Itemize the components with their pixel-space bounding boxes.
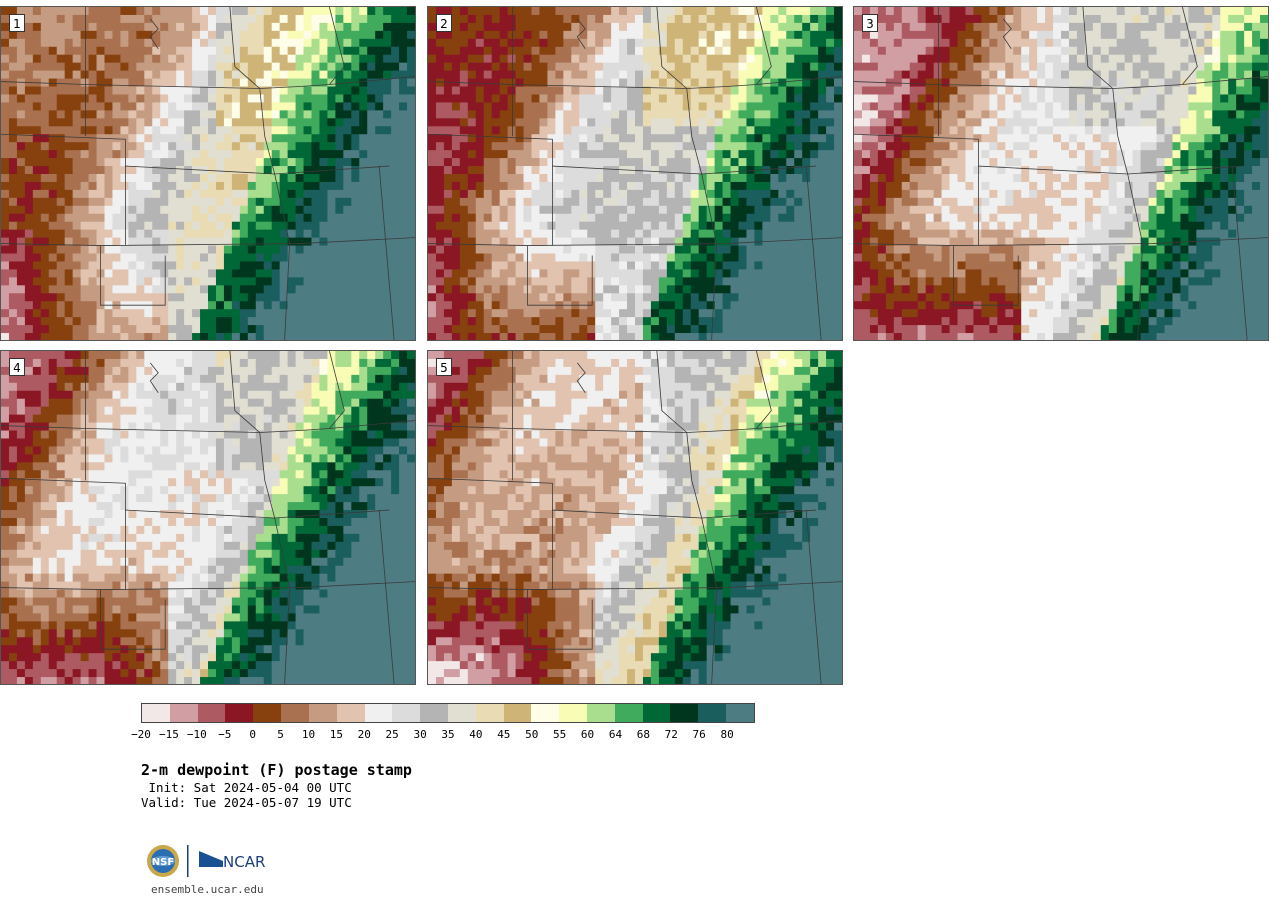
colorbar-tick-labels: −20 −15 −10 −5 0 5 10 15 20 25 30 35 40 45 50 55 60 64 68 7… — [131, 728, 761, 742]
panel-member-label: 2 — [436, 14, 452, 32]
colorbar-swatch — [169, 704, 198, 722]
colorbar-tick-label: 0 — [249, 728, 256, 741]
colorbar-tick-label: 50 — [525, 728, 539, 741]
colorbar-tick-label: 60 — [580, 728, 595, 741]
colorbar-tick-label: 68 — [636, 728, 650, 741]
dewpoint-map — [428, 7, 842, 340]
colorbar-swatch — [614, 704, 643, 722]
postage-stamp-panel: 2 — [427, 6, 843, 341]
colorbar-tick-label: 76 — [692, 728, 706, 741]
valid-time: Valid: Tue 2024-05-07 19 UTC — [141, 795, 352, 810]
colorbar-swatch — [698, 704, 727, 722]
colorbar-tick-label: 55 — [553, 728, 567, 741]
colorbar-swatch — [420, 704, 448, 722]
postage-stamp-panel: 5 — [427, 350, 843, 685]
postage-stamp-panel: 1 — [0, 6, 416, 341]
dewpoint-map — [1, 7, 415, 340]
panel-member-label: 3 — [862, 14, 878, 32]
colorbar-swatch — [447, 704, 476, 722]
colorbar-tick-label: 72 — [664, 728, 678, 741]
nsf-logo-text: NSF — [152, 857, 174, 868]
colorbar-swatch — [503, 704, 532, 722]
colorbar-tick-label: 64 — [608, 728, 623, 741]
colorbar-swatch — [475, 704, 504, 722]
dewpoint-colorbar — [141, 703, 755, 723]
init-time: Init: Sat 2024-05-04 00 UTC — [141, 780, 352, 795]
colorbar-swatch — [197, 704, 226, 722]
ncar-mark-icon — [199, 851, 223, 867]
colorbar-tick-label: 15 — [329, 728, 343, 741]
colorbar-swatch — [364, 704, 393, 722]
dewpoint-map — [428, 351, 842, 684]
colorbar-tick-label: −20 — [131, 728, 151, 741]
colorbar-swatch — [559, 704, 587, 722]
colorbar-swatch — [726, 704, 754, 722]
colorbar-tick-label: 10 — [301, 728, 316, 741]
dewpoint-map — [854, 7, 1268, 340]
colorbar-swatch — [281, 704, 309, 722]
colorbar-swatch — [587, 704, 615, 722]
colorbar-tick-label: −10 — [186, 728, 207, 741]
panel-member-label: 1 — [9, 14, 25, 32]
colorbar-swatch — [392, 704, 421, 722]
site-url: ensemble.ucar.edu — [151, 883, 264, 896]
colorbar-tick-label: 20 — [357, 728, 371, 741]
colorbar-tick-label: −15 — [158, 728, 179, 741]
colorbar-tick-label: 30 — [413, 728, 427, 741]
nsf-ncar-logo: NSF NCAR — [145, 843, 285, 879]
panel-member-label: 4 — [9, 358, 25, 376]
colorbar-swatch — [308, 704, 337, 722]
ncar-logo-text: NCAR — [223, 853, 265, 871]
colorbar-swatch — [531, 704, 560, 722]
colorbar-swatch — [642, 704, 671, 722]
colorbar-swatch — [225, 704, 254, 722]
panel-member-label: 5 — [436, 358, 452, 376]
colorbar-tick-label: 25 — [385, 728, 399, 741]
colorbar-tick-label: 80 — [720, 728, 734, 741]
colorbar-tick-label: 5 — [277, 728, 284, 741]
colorbar-tick-label: 40 — [469, 728, 483, 741]
colorbar-swatch — [336, 704, 365, 722]
colorbar-tick-label: 35 — [441, 728, 455, 741]
colorbar-swatch — [670, 704, 699, 722]
colorbar-swatch — [253, 704, 282, 722]
postage-stamp-panel: 3 — [853, 6, 1269, 341]
map-title: 2-m dewpoint (F) postage stamp — [141, 761, 412, 779]
colorbar-tick-label: −5 — [218, 728, 232, 741]
postage-stamp-panel: 4 — [0, 350, 416, 685]
colorbar-swatch — [142, 704, 170, 722]
colorbar-tick-label: 45 — [497, 728, 511, 741]
dewpoint-map — [1, 351, 415, 684]
